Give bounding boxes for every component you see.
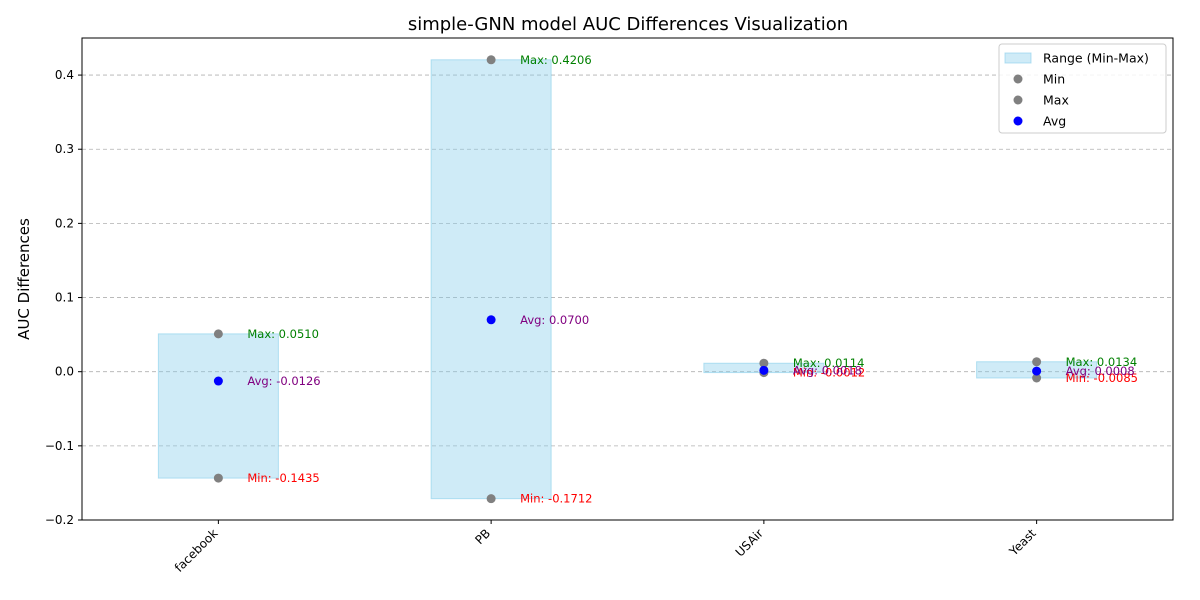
avg-point (759, 365, 769, 375)
legend-label: Avg (1043, 114, 1066, 129)
min-point (1032, 373, 1042, 383)
legend-label: Max (1043, 93, 1069, 108)
min-point (213, 473, 223, 483)
max-label: Max: 0.0134 (1066, 355, 1138, 369)
avg-label: Avg: 0.0018 (793, 363, 862, 377)
avg-label: Avg: 0.0700 (520, 313, 589, 327)
y-tick-label: 0.1 (55, 291, 74, 305)
avg-point (1032, 366, 1042, 376)
x-tick-label: Yeast (1006, 526, 1039, 559)
y-tick-label: 0.2 (55, 216, 74, 230)
y-axis-label: AUC Differences (15, 218, 33, 340)
x-tick-label: USAir (733, 526, 766, 559)
chart-title: simple-GNN model AUC Differences Visuali… (408, 14, 848, 35)
max-point (486, 55, 496, 65)
max-label: Max: 0.0114 (793, 356, 865, 370)
min-label: Min: -0.0085 (1066, 371, 1138, 385)
value-labels: Max: 0.0510 Min: -0.1435 Avg: -0.0126 Max: … (247, 53, 1138, 506)
min-label: Min: -0.0012 (793, 366, 865, 380)
range-bar (157, 333, 279, 479)
legend-marker (1013, 74, 1023, 84)
x-tick-label: PB (472, 526, 493, 547)
y-tick-label: 0.3 (55, 142, 74, 156)
max-point (213, 329, 223, 339)
max-label: Max: 0.0510 (247, 327, 319, 341)
avg-point (213, 376, 223, 386)
legend-label: Min (1043, 72, 1065, 87)
legend-swatch-range (1004, 52, 1032, 64)
legend-marker (1013, 95, 1023, 105)
y-tick-label: 0.0 (55, 365, 74, 379)
y-tick-label: −0.2 (45, 513, 74, 527)
x-tick-label: facebook (172, 526, 221, 575)
max-point (1032, 357, 1042, 367)
legend-marker (1013, 116, 1023, 126)
min-label: Min: -0.1712 (520, 492, 592, 506)
max-label: Max: 0.4206 (520, 53, 592, 67)
y-tick-label: −0.1 (45, 439, 74, 453)
range-bar (430, 59, 552, 500)
legend-box (998, 43, 1167, 134)
max-point (759, 358, 769, 368)
legend: Range (Min-Max) Min Max Avg (998, 43, 1167, 134)
plot-frame (81, 37, 1174, 521)
markers (213, 55, 1042, 504)
min-label: Min: -0.1435 (247, 471, 319, 485)
y-tick-label: 0.4 (55, 68, 74, 82)
range-bars (157, 59, 1098, 500)
min-point (486, 494, 496, 504)
legend-label: Range (Min-Max) (1043, 51, 1149, 66)
avg-label: Avg: -0.0126 (247, 374, 320, 388)
avg-point (486, 315, 496, 325)
avg-label: Avg: 0.0008 (1066, 364, 1135, 378)
